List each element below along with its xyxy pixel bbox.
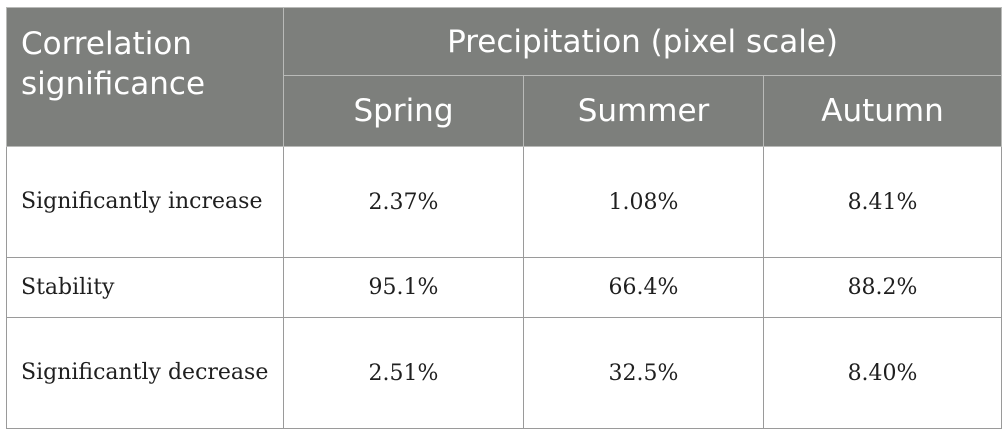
corner-header-cell: Correlation significance — [6, 7, 284, 147]
cell-value: 66.4% — [523, 257, 764, 318]
precipitation-correlation-table: Correlation significance Precipitation (… — [6, 7, 1003, 429]
row-label-significantly-increase: Significantly increase — [6, 146, 284, 258]
column-header-autumn: Autumn — [762, 75, 1003, 147]
column-header-summer: Summer — [523, 75, 764, 147]
header-row-seasons: Spring Summer Autumn — [7, 75, 1003, 147]
table-header: Correlation significance Precipitation (… — [6, 7, 1003, 147]
cell-value: 32.5% — [523, 317, 764, 429]
cell-value: 2.51% — [283, 317, 524, 429]
cell-value: 95.1% — [283, 257, 524, 318]
group-header-cell: Precipitation (pixel scale) — [282, 7, 1003, 76]
table-row: Significantly increase 2.37% 1.08% 8.41% — [6, 146, 1003, 258]
cell-value: 8.40% — [762, 317, 1003, 429]
cell-value: 8.41% — [762, 146, 1003, 258]
table-row: Stability 95.1% 66.4% 88.2% — [6, 257, 1003, 318]
table-row: Significantly decrease 2.51% 32.5% 8.40% — [6, 317, 1003, 429]
column-header-spring: Spring — [283, 75, 524, 147]
row-label-significantly-decrease: Significantly decrease — [6, 317, 284, 429]
header-row-group: Correlation significance Precipitation (… — [6, 7, 1003, 147]
cell-value: 88.2% — [762, 257, 1003, 318]
cell-value: 1.08% — [523, 146, 764, 258]
table-body: Significantly increase 2.37% 1.08% 8.41%… — [6, 146, 1003, 429]
data-table-container: Correlation significance Precipitation (… — [6, 7, 1003, 429]
cell-value: 2.37% — [283, 146, 524, 258]
row-label-stability: Stability — [6, 257, 284, 318]
